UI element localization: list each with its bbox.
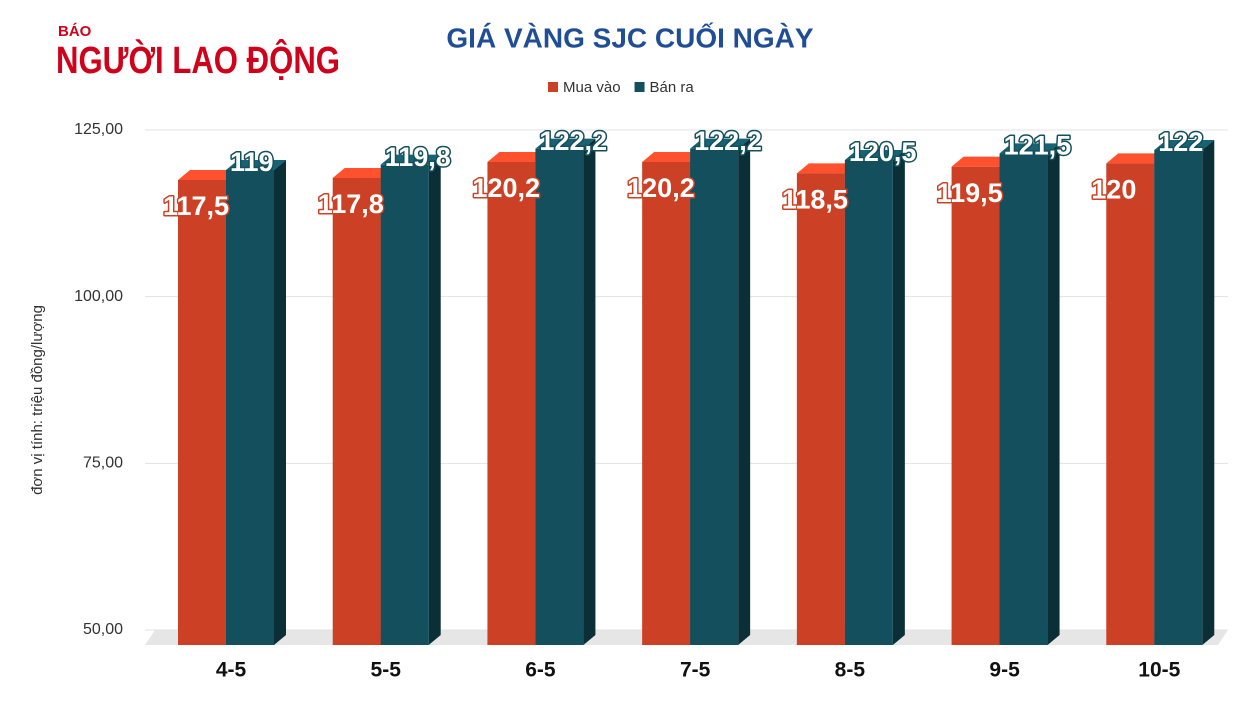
value-label: 119,5 [937, 178, 1003, 208]
bar [226, 170, 274, 645]
bar [332, 178, 381, 645]
legend-swatch [634, 82, 645, 92]
bar-top [487, 152, 548, 162]
bar-side [428, 154, 441, 645]
bar-top [1154, 140, 1215, 150]
bar-top [999, 143, 1060, 154]
legend-swatch [548, 82, 558, 92]
bar [1154, 150, 1203, 645]
bar-top [332, 168, 393, 178]
legend-label: Mua vào [563, 79, 621, 96]
bar-side [1047, 143, 1060, 646]
bar [487, 162, 536, 645]
bar-top [690, 138, 751, 149]
value-label: 122,2 [694, 126, 762, 156]
y-tick-label: 100,00 [74, 288, 123, 305]
bar [380, 164, 429, 645]
bar-side [583, 138, 596, 645]
value-label: 120,2 [627, 173, 695, 203]
value-label: 120,2 [472, 173, 540, 203]
x-tick-label: 8-5 [835, 659, 866, 682]
bar-top [535, 138, 596, 149]
value-label: 121,5 [1004, 130, 1072, 160]
value-label: 118,5 [782, 184, 848, 214]
x-tick-label: 10-5 [1138, 659, 1180, 682]
bar [999, 153, 1048, 646]
bar [535, 148, 584, 645]
bar-side [738, 138, 751, 645]
y-tick-label: 75,00 [83, 455, 123, 472]
value-label: 122 [1158, 127, 1203, 157]
bar [690, 148, 739, 645]
y-tick-label: 50,00 [83, 621, 123, 638]
bar-top [796, 163, 857, 174]
bar-top [844, 150, 905, 160]
logo-name: NGƯỜI LAO ĐỘNG [56, 37, 340, 82]
value-label: 120 [1091, 174, 1136, 204]
value-label: 117,5 [163, 191, 229, 221]
bar-top [226, 160, 286, 170]
logo-small: BÁO [58, 23, 92, 40]
bar-top [178, 170, 238, 180]
legend-label: Bán ra [650, 79, 695, 96]
bar [951, 166, 1000, 645]
x-tick-label: 7-5 [680, 659, 711, 682]
bar [642, 162, 691, 645]
bar-top [642, 152, 703, 162]
value-label: 119,8 [385, 142, 451, 172]
x-tick-label: 9-5 [989, 659, 1020, 682]
value-label: 120,5 [849, 137, 917, 167]
bar [844, 160, 893, 645]
bar-top [380, 154, 441, 165]
value-label: 122,2 [539, 126, 607, 156]
y-axis-label: đơn vị tính: triệu đồng/lượng [29, 305, 46, 495]
chart-title: GIÁ VÀNG SJC CUỐI NGÀY [446, 21, 813, 53]
bar-side [1202, 140, 1215, 645]
bar [1106, 163, 1155, 646]
x-tick-label: 6-5 [525, 659, 556, 682]
bar-top [1106, 153, 1167, 164]
bar-top [951, 156, 1012, 167]
bar [796, 173, 845, 646]
x-tick-label: 4-5 [216, 659, 247, 682]
x-tick-label: 5-5 [371, 659, 402, 682]
value-label: 117,8 [318, 189, 384, 219]
bar-side [274, 160, 286, 645]
bar-side [892, 150, 905, 645]
bar [178, 180, 226, 645]
value-label: 119 [230, 147, 274, 177]
y-tick-label: 125,00 [74, 121, 123, 138]
